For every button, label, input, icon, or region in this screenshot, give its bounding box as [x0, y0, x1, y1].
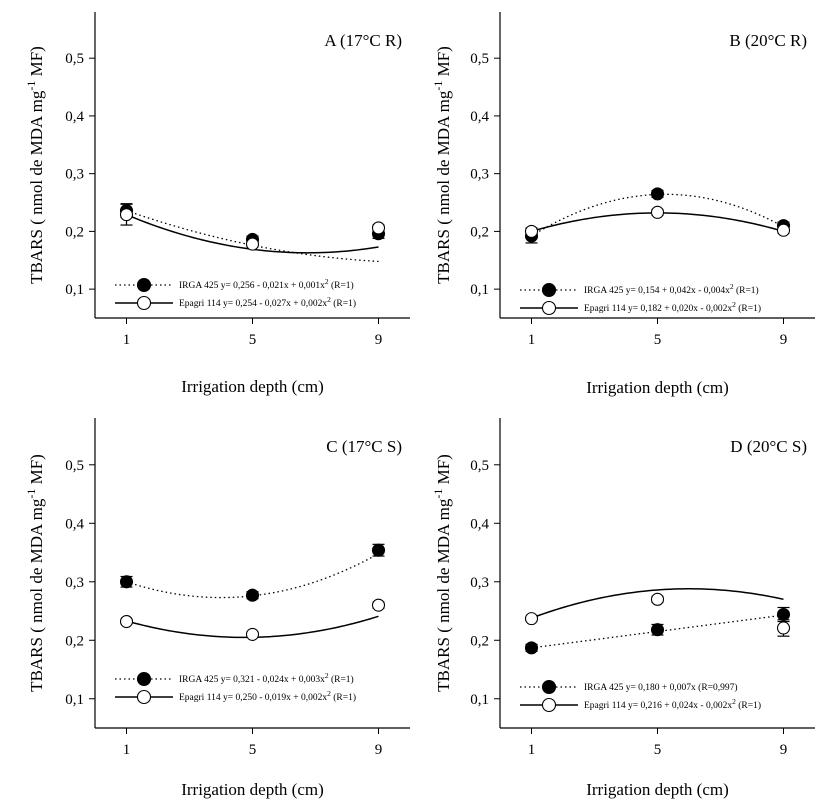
legend-marker — [136, 295, 152, 311]
x-tick-label: 9 — [375, 742, 383, 758]
legend-marker — [136, 671, 152, 687]
data-point — [650, 187, 665, 201]
y-tick-label: 0,4 — [470, 516, 489, 532]
legend-marker — [541, 697, 557, 713]
panel-2: 0,1 0,2 0,3 0,4 0,5 1 5 9 Irrigation depth (cm) T… — [431, 12, 815, 397]
x-tick-label: 1 — [528, 742, 536, 758]
y-tick-label: 0,3 — [470, 575, 489, 591]
legend-marker — [136, 689, 152, 705]
data-point — [245, 627, 260, 641]
y-tick-label: 0,5 — [470, 458, 489, 474]
y-tick-label: 0,1 — [65, 692, 84, 708]
y-axis-title: TBARS ( nmol de MDA mg-1 MF) — [431, 454, 453, 692]
y-tick-label: 0,3 — [65, 167, 84, 183]
panel-title: A (17°C R) — [324, 31, 402, 50]
y-tick-label: 0,2 — [470, 633, 489, 649]
y-tick-label: 0,3 — [470, 167, 489, 183]
data-point — [119, 614, 134, 629]
panel-title: C (17°C S) — [326, 437, 402, 456]
panel-4: 0,1 0,2 0,3 0,4 0,5 1 5 9 Irrigation depth (cm) T… — [431, 418, 815, 799]
y-tick-label: 0,3 — [65, 575, 84, 591]
legend-marker — [136, 277, 152, 293]
legend-label: Epagri 114 y= 0,254 - 0,027x + 0,002x2 (… — [179, 295, 356, 309]
y-axis-title: TBARS ( nmol de MDA mg-1 MF) — [24, 454, 46, 692]
series-2: Epagri 114 y= 0,254 - 0,027x + 0,002x2 (… — [115, 203, 386, 311]
x-tick-label: 5 — [654, 332, 662, 348]
x-tick-label: 9 — [780, 742, 788, 758]
data-point — [650, 592, 665, 606]
x-axis-title: Irrigation depth (cm) — [586, 378, 729, 397]
data-point — [650, 205, 665, 219]
legend-label: Epagri 114 y= 0,182 + 0,020x - 0,002x2 (… — [584, 300, 761, 314]
y-tick-label: 0,1 — [65, 282, 84, 298]
data-point — [524, 641, 539, 655]
y-tick-label: 0,2 — [65, 224, 84, 240]
y-tick-label: 0,2 — [65, 633, 84, 649]
series-1: IRGA 425 y= 0,321 - 0,024x + 0,003x2 (R=… — [115, 543, 386, 687]
data-point — [371, 598, 386, 612]
panel-title: D (20°C S) — [730, 437, 807, 456]
y-tick-label: 0,5 — [470, 51, 489, 67]
x-tick-label: 1 — [123, 332, 131, 348]
y-tick-label: 0,4 — [65, 516, 84, 532]
data-point — [776, 621, 791, 635]
x-tick-label: 5 — [654, 742, 662, 758]
data-point — [245, 588, 260, 602]
y-tick-label: 0,2 — [470, 224, 489, 240]
x-tick-label: 9 — [780, 332, 788, 348]
x-tick-label: 9 — [375, 332, 383, 348]
x-tick-label: 1 — [123, 742, 131, 758]
y-tick-label: 0,1 — [470, 692, 489, 708]
series-2: Epagri 114 y= 0,182 + 0,020x - 0,002x2 (… — [520, 205, 791, 316]
y-axis-title: TBARS ( nmol de MDA mg-1 MF) — [24, 46, 46, 284]
y-tick-label: 0,5 — [65, 458, 84, 474]
legend-label: IRGA 425 y= 0,256 - 0,021x + 0,001x2 (R=… — [179, 277, 354, 291]
data-point — [245, 237, 260, 251]
legend-marker — [541, 300, 557, 316]
y-tick-label: 0,4 — [470, 109, 489, 125]
data-point — [119, 208, 134, 222]
series-2: Epagri 114 y= 0,216 + 0,024x - 0,002x2 (… — [520, 588, 791, 713]
legend-label: Epagri 114 y= 0,216 + 0,024x - 0,002x2 (… — [584, 697, 761, 711]
x-tick-label: 1 — [528, 332, 536, 348]
legend-label: IRGA 425 y= 0,321 - 0,024x + 0,003x2 (R=… — [179, 671, 354, 685]
series-1: IRGA 425 y= 0,154 + 0,042x - 0,004x2 (R=… — [520, 187, 791, 298]
panel-3: 0,1 0,2 0,3 0,4 0,5 1 5 9 Irrigation depth (cm) T… — [24, 418, 410, 799]
legend-label: Epagri 114 y= 0,250 - 0,019x + 0,002x2 (… — [179, 689, 356, 703]
data-point — [776, 223, 791, 237]
fit-curve — [531, 588, 784, 619]
x-tick-label: 5 — [249, 332, 257, 348]
legend-marker — [541, 282, 557, 298]
data-point — [650, 623, 665, 637]
x-axis-title: Irrigation depth (cm) — [181, 377, 324, 396]
panel-title: B (20°C R) — [729, 31, 807, 50]
data-point — [524, 224, 539, 238]
y-axis-title: TBARS ( nmol de MDA mg-1 MF) — [431, 46, 453, 284]
y-tick-label: 0,4 — [65, 109, 84, 125]
y-tick-label: 0,5 — [65, 51, 84, 67]
x-tick-label: 5 — [249, 742, 257, 758]
x-axis-title: Irrigation depth (cm) — [181, 780, 324, 799]
series-1: IRGA 425 y= 0,180 + 0,007x (R=0,997) — [520, 606, 791, 695]
data-point — [119, 575, 134, 589]
series-2: Epagri 114 y= 0,250 - 0,019x + 0,002x2 (… — [115, 598, 386, 705]
legend-label: IRGA 425 y= 0,180 + 0,007x (R=0,997) — [584, 682, 738, 693]
data-point — [776, 607, 791, 622]
data-point — [524, 612, 539, 626]
x-axis-title: Irrigation depth (cm) — [586, 780, 729, 799]
legend-marker — [541, 679, 557, 695]
data-point — [371, 543, 386, 557]
data-point — [371, 221, 386, 235]
legend-label: IRGA 425 y= 0,154 + 0,042x - 0,004x2 (R=… — [584, 282, 759, 296]
panel-1: 0,1 0,2 0,3 0,4 0,5 1 5 9 Irrigation depth (cm) T… — [24, 12, 410, 396]
y-tick-label: 0,1 — [470, 282, 489, 298]
